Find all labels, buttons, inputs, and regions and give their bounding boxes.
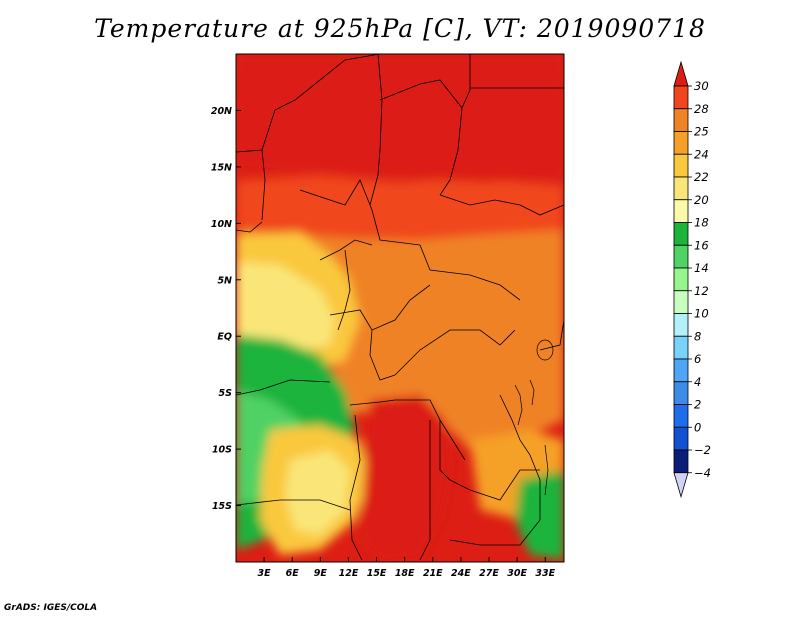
country-boundaries	[236, 54, 564, 561]
colorbar-label: 28	[694, 102, 709, 116]
colorbar-segment	[673, 381, 689, 405]
y-tick-label: 15N	[211, 162, 232, 173]
colorbar-segment	[673, 449, 689, 474]
x-tick-label: 30E	[507, 568, 527, 579]
colorbar-segment	[673, 267, 689, 292]
y-tick-label: 20N	[211, 106, 232, 117]
colorbar-segment	[673, 335, 689, 360]
colorbar-segment	[673, 404, 689, 428]
colorbar-segment	[673, 85, 689, 110]
field-zone-east-cool	[515, 470, 564, 560]
colorbar-label: 24	[694, 147, 709, 161]
y-tick-label: EQ	[217, 332, 232, 343]
colorbar-segment	[673, 131, 689, 155]
field-zone-gulf-coast	[236, 262, 335, 350]
colorbar-label: 20	[694, 193, 709, 207]
colorbar-segment	[673, 244, 689, 269]
colorbar-label: 0	[694, 420, 701, 434]
y-tick-label: 10S	[212, 445, 232, 456]
x-tick-label: 3E	[258, 568, 272, 579]
x-tick-label: 9E	[314, 568, 328, 579]
colorbar-segment	[673, 313, 689, 337]
colorbar-segment	[673, 176, 689, 201]
colorbar-label: 25	[694, 125, 709, 139]
field-zone-north-hot	[236, 54, 564, 182]
colorbar-segment	[673, 153, 689, 178]
colorbar-label: 12	[694, 284, 709, 298]
colorbar-segment	[673, 358, 689, 383]
x-tick-label: 6E	[286, 568, 300, 579]
colorbar-label: 4	[694, 375, 701, 389]
x-tick-label: 21E	[423, 568, 443, 579]
field-zone-interior-hot	[360, 395, 450, 562]
colorbar-segment	[673, 222, 689, 246]
field-zone-sahel-band	[236, 175, 564, 240]
x-tick-label: 24E	[451, 568, 471, 579]
colorbar-over-arrow	[673, 60, 689, 87]
colorbar-segment	[673, 108, 689, 132]
grads-credit: GrADS: IGES/COLA	[4, 603, 98, 613]
chart-title: Temperature at 925hPa [C], VT: 201909071…	[94, 14, 706, 43]
colorbar-label: 10	[694, 307, 709, 321]
field-zone-southwest-interior	[285, 450, 350, 535]
x-tick-label: 18E	[395, 568, 415, 579]
colorbar-label: 30	[694, 79, 709, 93]
colorbar-label: 22	[694, 170, 709, 184]
x-tick-label: 15E	[367, 568, 387, 579]
colorbar-label: 8	[694, 329, 701, 343]
y-tick-label: 15S	[212, 501, 232, 512]
lakes	[514, 339, 554, 496]
colorbar-label: 6	[694, 352, 701, 366]
colorbar-label: −2	[694, 443, 711, 457]
colorbar-label: −4	[694, 466, 711, 480]
map-frame	[235, 53, 565, 563]
x-tick-label: 27E	[479, 568, 499, 579]
temperature-field	[236, 54, 564, 562]
colorbar-label: 18	[694, 216, 709, 230]
colorbar-under-arrow	[673, 472, 689, 499]
colorbar-label: 14	[694, 261, 709, 275]
colorbar-label: 16	[694, 238, 709, 252]
y-axis: 20N 15N 10N 5N EQ 5S 10S 15S	[211, 106, 241, 512]
colorbar-segment	[673, 199, 689, 223]
colorbar-label: 2	[694, 398, 701, 412]
y-tick-label: 5S	[219, 388, 233, 399]
colorbar-segment	[673, 426, 689, 451]
y-tick-label: 5N	[217, 275, 232, 286]
colorbar-segment	[673, 290, 689, 314]
x-tick-label: 12E	[339, 568, 359, 579]
x-axis: 3E 6E 9E 12E 15E 18E 21E 24E 27E 30E 33E	[258, 557, 556, 579]
x-tick-label: 33E	[535, 568, 555, 579]
y-tick-label: 10N	[211, 219, 232, 230]
